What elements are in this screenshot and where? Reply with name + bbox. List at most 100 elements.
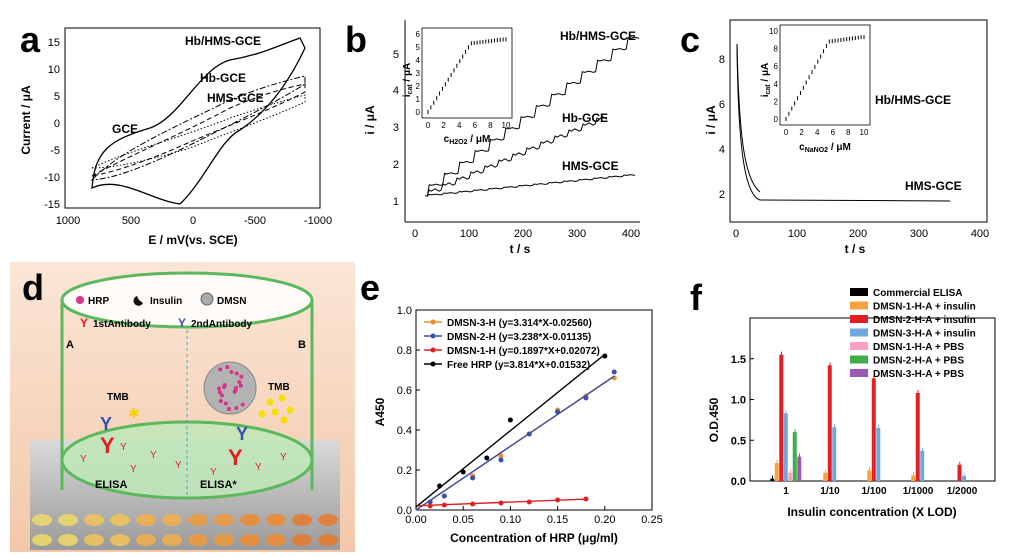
surface-antibody: Y [175, 460, 182, 471]
first-antibody-icon: Y [80, 316, 88, 330]
panel-b-label-hms: HMS-GCE [562, 159, 619, 173]
e-ytick-label: 0.4 [397, 425, 412, 437]
f-ytick-label: 1.5 [731, 354, 746, 366]
panel-a-ytick: 5 [54, 91, 60, 103]
tmb-product-dots-b [258, 394, 294, 424]
e-data-point [498, 453, 504, 459]
f-legend-swatch [850, 328, 868, 337]
panel-b-ytick: 4 [393, 85, 399, 97]
hrp-dot [219, 393, 224, 398]
well [110, 514, 130, 526]
f-legend-label: DMSN-1-H-A + insulin [873, 302, 976, 313]
e-xtick-label: 0.20 [594, 514, 615, 526]
well-plate-wells [32, 514, 338, 546]
e-data-point [498, 500, 504, 506]
inset-ytick: 3 [416, 69, 421, 78]
tmb-label-a: TMB [107, 392, 129, 403]
panel-e-xlabel: Concentration of HRP (μg/ml) [450, 531, 618, 545]
tmb-dot [271, 408, 279, 416]
f-bar [920, 450, 925, 481]
well [266, 514, 286, 526]
f-bar [783, 413, 788, 481]
f-bar [770, 478, 775, 481]
f-bar [962, 476, 966, 481]
e-data-point [526, 499, 532, 505]
panel-f: f O.D.450 Insulin concentration (X LOD) … [690, 277, 996, 519]
surface-antibody: Y [80, 454, 87, 465]
e-data-point [498, 457, 504, 463]
well [266, 534, 286, 546]
inset-xtick: 10 [502, 121, 511, 130]
tmb-dot [286, 406, 294, 414]
legend-dmsn: DMSN [217, 296, 246, 307]
e-data-point [507, 417, 513, 423]
inset-ytick: 2 [416, 82, 421, 91]
panel-a-label-hb-hms: Hb/HMS-GCE [185, 34, 261, 48]
panel-c-letter: c [680, 19, 700, 60]
panel-a-ytick: -5 [50, 145, 60, 157]
f-bar [911, 475, 916, 481]
panel-b-xtick: 400 [622, 228, 640, 240]
panel-a-xlabel: E / mV(vs. SCE) [148, 233, 237, 247]
inset-xtick: 6 [831, 128, 836, 137]
panel-c: c i / μA t / s 0 100 200 300 400 2 4 6 8… [680, 19, 989, 256]
hrp-dot [217, 390, 222, 395]
e-ytick-label: 1.0 [397, 305, 412, 317]
hrp-dot [234, 406, 239, 411]
e-data-point [441, 493, 447, 499]
amperometric-trace-hms-c [736, 43, 951, 202]
f-legend-swatch [850, 315, 868, 323]
panel-a-xtick: -500 [244, 215, 266, 227]
panel-a-xtick: 500 [122, 215, 140, 227]
panel-b-xtick: 0 [412, 228, 418, 240]
e-legend-label: Free HRP (y=3.814*X+0.01532) [447, 360, 590, 371]
e-legend-marker [430, 333, 436, 339]
f-xtick-label: 1/10 [820, 486, 840, 497]
panel-a-ytick: -10 [44, 172, 60, 184]
surface-antibody: Y [210, 467, 217, 478]
panel-b-xtick: 200 [514, 228, 532, 240]
hrp-dot [229, 370, 234, 375]
well [188, 514, 208, 526]
well [162, 514, 182, 526]
cv-curve-hb-hms [91, 37, 306, 205]
panel-c-inset-ylabel: icat / μA [760, 63, 772, 98]
panel-a-ticks: 1000 500 0 -500 -1000 15 10 5 0 -5 -10 -… [44, 37, 332, 227]
f-bar [827, 365, 832, 481]
legend-hrp: HRP [88, 296, 109, 307]
well [136, 534, 156, 546]
panel-c-xtick: 300 [910, 228, 928, 240]
tmb-label-b: TMB [268, 382, 290, 393]
capture-antibody-b: Y [228, 445, 243, 470]
hrp-icon [76, 296, 84, 304]
inset-xtick: 2 [799, 128, 804, 137]
tmb-product-star-a: ✱ [128, 405, 140, 421]
well [32, 534, 52, 546]
well [292, 514, 312, 526]
panel-a-xtick: 0 [190, 215, 196, 227]
cv-curve-hms [91, 83, 306, 177]
hrp-dot [232, 389, 237, 394]
elisa-star-label: ELISA* [200, 479, 237, 491]
well [240, 534, 260, 546]
f-bar [797, 456, 802, 481]
inset-xtick: 6 [473, 121, 478, 130]
e-legend-marker [430, 347, 436, 353]
panel-b: b i / μA t / s 0 100 200 300 400 1 2 3 4… [345, 19, 640, 256]
e-ytick-label: 0.8 [397, 345, 412, 357]
f-legend-label: DMSN-2-H-A + insulin [873, 315, 976, 326]
panel-c-inset-axes [779, 24, 871, 126]
hrp-dot [225, 365, 230, 370]
f-legend-swatch [850, 342, 868, 350]
f-legend-label: DMSN-1-H-A + PBS [873, 342, 964, 353]
hrp-dot [239, 374, 244, 379]
e-legend-label: DMSN-3-H (y=3.314*X-0.02560) [447, 318, 592, 329]
e-fit-line [415, 375, 615, 511]
f-bar [871, 378, 876, 481]
e-xtick-label: 0.10 [500, 514, 521, 526]
detect-antibody-b: Y [236, 424, 248, 444]
f-bar [876, 428, 881, 481]
inset-ytick: 4 [774, 80, 779, 89]
